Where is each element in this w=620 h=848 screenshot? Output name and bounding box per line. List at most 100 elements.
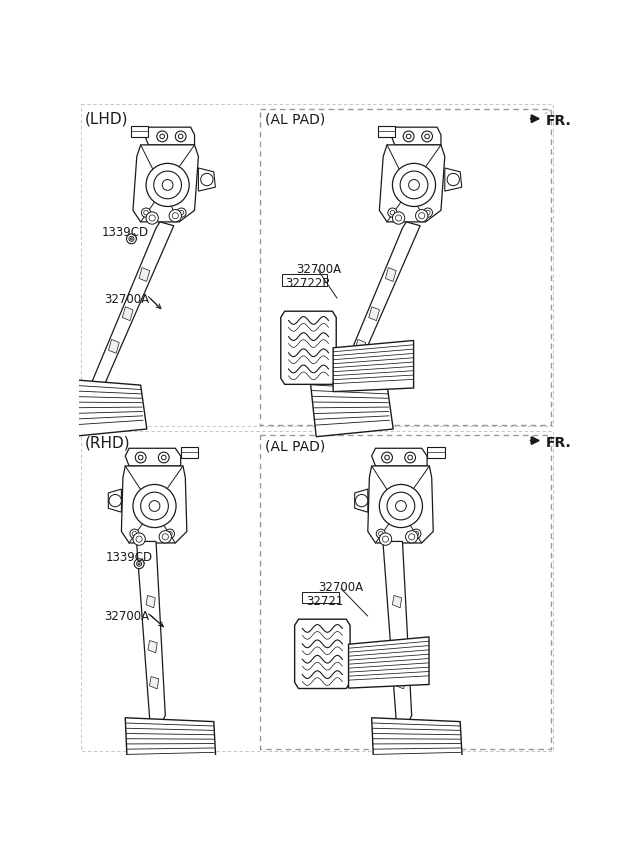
- Polygon shape: [131, 126, 148, 137]
- Circle shape: [167, 532, 172, 536]
- Circle shape: [134, 559, 144, 569]
- Circle shape: [201, 173, 213, 186]
- Circle shape: [130, 238, 132, 240]
- Circle shape: [409, 533, 415, 540]
- Polygon shape: [369, 307, 379, 321]
- Circle shape: [166, 529, 175, 538]
- Polygon shape: [148, 640, 157, 653]
- Circle shape: [109, 494, 122, 507]
- Polygon shape: [91, 222, 174, 385]
- Circle shape: [405, 452, 415, 463]
- Polygon shape: [394, 640, 404, 653]
- Circle shape: [405, 531, 418, 543]
- Polygon shape: [396, 677, 405, 689]
- Circle shape: [160, 134, 164, 139]
- Polygon shape: [125, 717, 216, 770]
- Polygon shape: [379, 145, 445, 222]
- Circle shape: [409, 180, 419, 190]
- Circle shape: [376, 529, 386, 538]
- Polygon shape: [392, 595, 402, 608]
- Polygon shape: [180, 447, 198, 458]
- Circle shape: [390, 210, 395, 215]
- Circle shape: [415, 209, 428, 222]
- Circle shape: [138, 563, 140, 565]
- Circle shape: [379, 533, 392, 545]
- Polygon shape: [386, 268, 396, 282]
- Text: 32700A: 32700A: [296, 264, 342, 276]
- Polygon shape: [371, 449, 427, 466]
- Text: FR.: FR.: [546, 114, 572, 128]
- Text: 1339CD: 1339CD: [102, 226, 149, 239]
- Polygon shape: [294, 619, 350, 689]
- Circle shape: [141, 208, 151, 217]
- Bar: [282, 274, 327, 286]
- Circle shape: [403, 131, 414, 142]
- Polygon shape: [144, 127, 195, 145]
- Circle shape: [383, 536, 389, 542]
- Circle shape: [425, 134, 430, 139]
- Circle shape: [169, 209, 182, 222]
- Circle shape: [138, 455, 143, 460]
- Circle shape: [133, 484, 176, 527]
- Circle shape: [400, 171, 428, 198]
- Circle shape: [418, 213, 425, 219]
- Circle shape: [412, 529, 421, 538]
- Circle shape: [154, 171, 182, 198]
- Circle shape: [135, 452, 146, 463]
- Text: 1339CD: 1339CD: [106, 550, 153, 564]
- Circle shape: [158, 452, 169, 463]
- Circle shape: [172, 213, 179, 219]
- Polygon shape: [348, 637, 429, 688]
- Polygon shape: [137, 541, 166, 722]
- Circle shape: [133, 533, 145, 545]
- Text: (AL PAD): (AL PAD): [265, 113, 326, 126]
- Circle shape: [159, 531, 172, 543]
- Polygon shape: [383, 541, 412, 722]
- Circle shape: [392, 212, 405, 224]
- Polygon shape: [139, 268, 150, 282]
- Circle shape: [387, 492, 415, 520]
- Polygon shape: [355, 339, 366, 354]
- Polygon shape: [333, 340, 414, 392]
- Polygon shape: [337, 222, 420, 385]
- Circle shape: [406, 134, 411, 139]
- Polygon shape: [427, 447, 445, 458]
- Text: (AL PAD): (AL PAD): [265, 439, 326, 453]
- Text: FR.: FR.: [546, 436, 572, 450]
- Circle shape: [136, 561, 141, 566]
- Polygon shape: [198, 168, 215, 191]
- Text: 32700A: 32700A: [104, 610, 149, 623]
- Circle shape: [422, 131, 433, 142]
- Polygon shape: [371, 717, 463, 770]
- Circle shape: [157, 131, 167, 142]
- Bar: [303, 592, 339, 603]
- Polygon shape: [108, 489, 122, 512]
- Circle shape: [408, 455, 412, 460]
- Polygon shape: [122, 466, 187, 543]
- Polygon shape: [146, 595, 155, 608]
- Circle shape: [388, 208, 397, 217]
- Circle shape: [149, 215, 155, 221]
- Text: 32700A: 32700A: [317, 581, 363, 594]
- Polygon shape: [391, 127, 441, 145]
- Circle shape: [132, 532, 137, 536]
- Circle shape: [141, 492, 169, 520]
- Circle shape: [379, 484, 422, 527]
- Circle shape: [355, 494, 368, 507]
- Text: (RHD): (RHD): [85, 435, 131, 450]
- Polygon shape: [355, 489, 368, 512]
- Text: (LHD): (LHD): [85, 111, 129, 126]
- Polygon shape: [149, 677, 159, 689]
- Circle shape: [126, 234, 136, 243]
- Text: 32700A: 32700A: [104, 293, 149, 306]
- Circle shape: [425, 210, 430, 215]
- Circle shape: [162, 180, 173, 190]
- Circle shape: [414, 532, 418, 536]
- Circle shape: [146, 164, 189, 206]
- Circle shape: [175, 131, 186, 142]
- Text: 32721: 32721: [306, 594, 343, 607]
- Circle shape: [162, 533, 169, 540]
- Circle shape: [396, 500, 406, 511]
- Circle shape: [177, 208, 186, 217]
- Polygon shape: [310, 379, 393, 437]
